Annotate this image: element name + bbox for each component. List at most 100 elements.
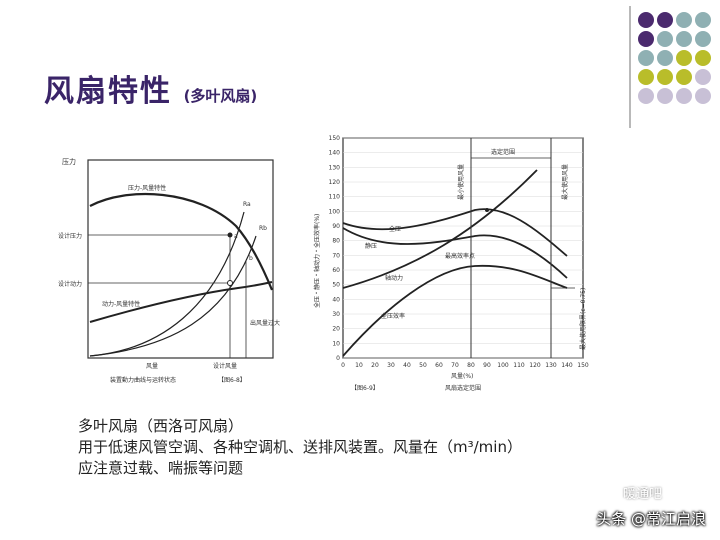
decorative-dot bbox=[638, 31, 654, 47]
x-tick-label: 100 bbox=[497, 362, 509, 369]
y-axis-label: 全压・静压・轴动力・全压效率(%) bbox=[313, 214, 321, 308]
slide-caption: 多叶风扇（西洛可风扇） 用于低速风管空调、各种空调机、送排风装置。风量在（m³/… bbox=[78, 416, 522, 479]
divider-line bbox=[629, 6, 631, 128]
curve-shaft-power bbox=[342, 169, 538, 289]
label-efficiency: 全压效率 bbox=[381, 312, 405, 320]
y-tick-label: 0 bbox=[336, 355, 340, 362]
label-range: 选定范围 bbox=[491, 148, 515, 156]
decorative-dot bbox=[695, 31, 711, 47]
resistance-curve-b bbox=[89, 235, 257, 357]
label-design-power: 设计动力 bbox=[58, 280, 82, 288]
y-tick-label: 10 bbox=[332, 340, 340, 347]
label-pressure-flow: 压力-风量特性 bbox=[128, 184, 166, 192]
decorative-dot bbox=[695, 50, 711, 66]
decorative-dot bbox=[657, 12, 673, 28]
x-tick-label: 90 bbox=[483, 362, 491, 369]
x-tick-label: 50 bbox=[419, 362, 427, 369]
max-efficiency-point bbox=[485, 208, 489, 212]
figure-right-fan-curves: 0 10 20 30 40 50 60 70 80 90 100 110 120 130 140 150 0 1… bbox=[313, 135, 589, 392]
x-tick-label: 70 bbox=[451, 362, 459, 369]
y-tick-label: 70 bbox=[332, 252, 340, 259]
label-static-pressure: 静压 bbox=[365, 242, 377, 250]
x-tick-label: 140 bbox=[561, 362, 573, 369]
y-tick-label: 150 bbox=[329, 135, 341, 142]
decorative-dot bbox=[657, 50, 673, 66]
decorative-dot bbox=[657, 69, 673, 85]
x-tick-label: 20 bbox=[371, 362, 379, 369]
title-main: 风扇特性 bbox=[44, 74, 172, 109]
label-max-usage-limit: 最大使用限界(ε=0.75) bbox=[579, 288, 587, 350]
operating-point-power bbox=[227, 280, 233, 286]
operating-point-a bbox=[227, 232, 233, 238]
decorative-dot bbox=[676, 69, 692, 85]
y-tick-label: 60 bbox=[332, 267, 340, 274]
x-tick-label: 0 bbox=[341, 362, 345, 369]
caption-line-1: 多叶风扇（西洛可风扇） bbox=[78, 417, 244, 435]
x-tick-label: 120 bbox=[529, 362, 541, 369]
decorative-dot bbox=[695, 88, 711, 104]
label-total-pressure: 全压 bbox=[389, 225, 401, 233]
tag-a: a bbox=[234, 233, 238, 240]
x-tick-label: 80 bbox=[467, 362, 475, 369]
label-excess-air: 出风量过大 bbox=[250, 319, 280, 327]
right-fig-label: 【图6-9】 bbox=[351, 385, 379, 392]
x-tick-label: 150 bbox=[577, 362, 589, 369]
y-tick-label: 40 bbox=[332, 296, 340, 303]
decorative-dot bbox=[676, 31, 692, 47]
tag-ra: Ra bbox=[243, 201, 251, 208]
left-fig-label: 【图6-8】 bbox=[218, 377, 246, 384]
decorative-dot bbox=[638, 50, 654, 66]
decorative-dot bbox=[638, 12, 654, 28]
tag-b: b bbox=[249, 255, 253, 262]
x-tick-label: 130 bbox=[545, 362, 557, 369]
left-caption: 装置動力曲线与运转状态 bbox=[110, 376, 176, 384]
y-tick-label: 130 bbox=[329, 164, 341, 171]
caption-line-2: 用于低速风管空调、各种空调机、送排风装置。风量在（m³/min） bbox=[78, 438, 522, 456]
curve-total-pressure bbox=[342, 208, 568, 257]
curve-efficiency bbox=[342, 264, 568, 357]
y-tick-label: 120 bbox=[329, 179, 341, 186]
power-curve bbox=[89, 281, 273, 323]
decorative-dot bbox=[695, 12, 711, 28]
x-tick-label: 60 bbox=[435, 362, 443, 369]
decorative-dot bbox=[638, 88, 654, 104]
decorative-dot bbox=[638, 69, 654, 85]
decorative-dot bbox=[657, 88, 673, 104]
source-watermark: 头条 @常江启浪 bbox=[596, 510, 706, 528]
right-caption: 风扇选定范围 bbox=[445, 384, 481, 392]
caption-line-3: 应注意过载、喘振等问题 bbox=[78, 459, 244, 477]
grid bbox=[343, 137, 583, 359]
plot-frame bbox=[87, 159, 274, 359]
label-power-flow: 动力-风量特性 bbox=[102, 300, 140, 308]
x-tick-label: 40 bbox=[403, 362, 411, 369]
x-tick-label: 10 bbox=[355, 362, 363, 369]
y-tick-label: 100 bbox=[329, 208, 341, 215]
slide-title: 风扇特性 (多叶风扇) bbox=[44, 66, 257, 110]
resistance-curve-a bbox=[89, 211, 245, 357]
y-tick-label: 50 bbox=[332, 282, 340, 289]
y-tick-label: 30 bbox=[332, 311, 340, 318]
x-tick-label: 30 bbox=[387, 362, 395, 369]
decorative-dot bbox=[695, 69, 711, 85]
label-max-flow: 最大使用风量 bbox=[561, 164, 569, 200]
decorative-dot-grid bbox=[638, 12, 711, 104]
pressure-curve bbox=[89, 192, 274, 291]
decorative-dot bbox=[676, 50, 692, 66]
decorative-dot bbox=[676, 12, 692, 28]
y-tick-label: 80 bbox=[332, 238, 340, 245]
y-tick-label: 140 bbox=[329, 150, 341, 157]
y-tick-label: 20 bbox=[332, 326, 340, 333]
title-sub: (多叶风扇) bbox=[183, 87, 258, 105]
label-design-flow: 设计风量 bbox=[213, 362, 237, 370]
y-ticks: 0 10 20 30 40 50 60 70 80 90 100 110 120 130 140 150 bbox=[329, 135, 341, 362]
y-tick-label: 90 bbox=[332, 223, 340, 230]
curve-static-pressure bbox=[342, 227, 568, 279]
decorative-dot bbox=[676, 88, 692, 104]
tag-rb: Rb bbox=[259, 225, 267, 232]
figure-left-pressure-power: 压力 压力-风量特性 Ra Rb a b 设计压力 设计动力 动力-风量特性 出… bbox=[58, 157, 280, 384]
y-tick-label: 110 bbox=[329, 194, 341, 201]
y-axis-label: 压力 bbox=[62, 157, 76, 166]
x-axis-label: 风量(%) bbox=[451, 373, 473, 380]
decorative-dot bbox=[657, 31, 673, 47]
x-axis-label: 风量 bbox=[146, 363, 158, 370]
